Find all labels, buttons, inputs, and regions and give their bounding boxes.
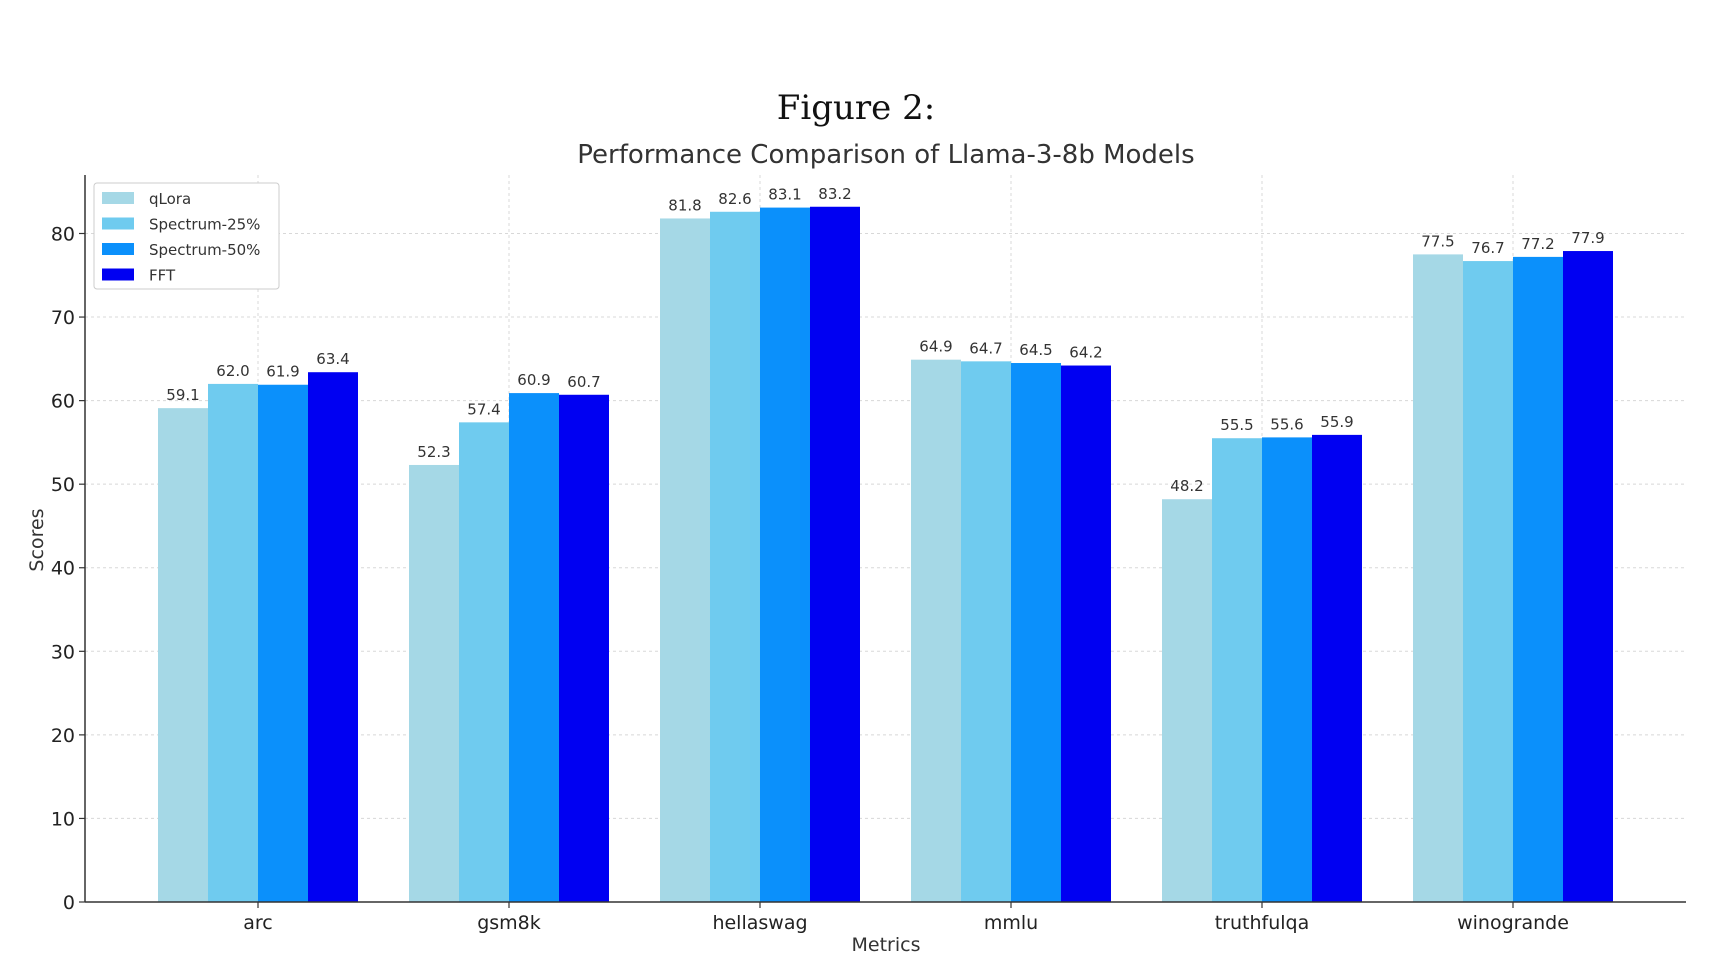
bar-hellaswag-FFT [810, 206, 860, 902]
y-tick-label: 40 [51, 558, 75, 580]
value-label: 64.2 [1069, 344, 1102, 362]
value-label: 63.4 [316, 350, 349, 368]
bar-gsm8k-FFT [559, 394, 609, 902]
value-label: 52.3 [417, 443, 450, 461]
y-tick-label: 20 [51, 725, 75, 747]
bar-mmlu-Spectrum-50% [1011, 363, 1061, 903]
bar-mmlu-qLora [911, 359, 961, 903]
y-axis-label: Scores [26, 508, 48, 571]
value-label: 55.6 [1270, 415, 1303, 433]
legend-swatch-FFT [102, 268, 134, 281]
x-tick-label-mmlu: mmlu [984, 912, 1038, 934]
value-label: 83.1 [768, 186, 801, 204]
y-tick-label: 30 [51, 641, 75, 663]
value-label: 77.9 [1571, 229, 1604, 247]
legend-swatch-Spectrum-25% [102, 217, 134, 230]
bar-mmlu-FFT [1061, 365, 1111, 902]
value-label: 55.5 [1220, 416, 1253, 434]
x-tick-label-hellaswag: hellaswag [712, 912, 807, 934]
x-tick-label-truthfulqa: truthfulqa [1215, 912, 1310, 934]
value-label: 82.6 [718, 190, 751, 208]
bar-winogrande-FFT [1563, 251, 1613, 902]
bar-truthfulqa-Spectrum-50% [1262, 437, 1312, 902]
x-tick-label-winogrande: winogrande [1457, 912, 1569, 934]
y-tick-label: 0 [63, 892, 75, 914]
legend-label-FFT: FFT [149, 267, 176, 285]
legend-box [93, 182, 280, 290]
value-label: 64.5 [1019, 341, 1052, 359]
bar-winogrande-Spectrum-50% [1513, 256, 1563, 902]
bar-winogrande-qLora [1413, 254, 1463, 902]
y-tick-label: 60 [51, 391, 75, 413]
value-label: 77.5 [1421, 232, 1454, 250]
bar-truthfulqa-qLora [1162, 499, 1212, 902]
value-label: 76.7 [1471, 239, 1504, 257]
legend-swatch-qLora [102, 192, 134, 204]
y-axis-ticks: 0 10 20 30 40 50 60 70 80 [51, 223, 85, 914]
x-axis-label: Metrics [852, 934, 921, 956]
value-label: 55.9 [1320, 413, 1353, 431]
x-axis-ticks: arc gsm8k hellaswag mmlu truthfulqa winogrand… [243, 902, 1569, 934]
figure-caption: Figure 2: [776, 88, 936, 128]
x-tick-label-gsm8k: gsm8k [477, 912, 541, 934]
bars [158, 206, 1613, 903]
bar-gsm8k-qLora [409, 464, 459, 902]
y-tick-label: 10 [51, 808, 75, 830]
value-label: 60.7 [567, 373, 600, 391]
y-tick-label: 80 [51, 223, 75, 245]
value-label: 81.8 [668, 196, 701, 214]
value-label: 48.2 [1170, 477, 1203, 495]
value-label: 64.9 [919, 338, 952, 356]
value-label: 64.7 [969, 339, 1002, 357]
bar-winogrande-Spectrum-25% [1463, 261, 1513, 902]
bar-truthfulqa-Spectrum-25% [1212, 438, 1262, 902]
legend-label-Spectrum-25%: Spectrum-25% [149, 216, 260, 234]
value-label: 61.9 [266, 363, 299, 381]
value-label: 62.0 [216, 362, 249, 380]
y-tick-label: 70 [51, 307, 75, 329]
bar-arc-qLora [158, 408, 208, 902]
bar-hellaswag-qLora [660, 218, 710, 902]
value-label: 60.9 [517, 371, 550, 389]
legend-label-qLora: qLora [149, 190, 191, 208]
value-label: 59.1 [166, 386, 199, 404]
value-label: 77.2 [1521, 235, 1554, 253]
legend-label-Spectrum-50%: Spectrum-50% [149, 241, 260, 259]
value-labels: 59.1 62.0 61.9 63.4 52.3 57.4 60.9 60.7 81.8 82.6… [166, 185, 1604, 495]
bar-hellaswag-Spectrum-50% [760, 207, 810, 902]
bar-gsm8k-Spectrum-25% [459, 422, 509, 902]
bar-arc-FFT [308, 372, 358, 902]
bar-gsm8k-Spectrum-50% [509, 393, 559, 902]
bar-arc-Spectrum-25% [208, 383, 258, 902]
legend-swatch-Spectrum-50% [102, 243, 134, 255]
value-label: 57.4 [467, 400, 500, 418]
y-tick-label: 50 [51, 474, 75, 496]
value-label: 83.2 [818, 185, 851, 203]
x-tick-label-arc: arc [243, 912, 272, 934]
bar-hellaswag-Spectrum-25% [710, 211, 760, 902]
chart-title: Performance Comparison of Llama-3-8b Mod… [577, 140, 1194, 170]
legend: qLora Spectrum-25% Spectrum-50% FFT [93, 182, 280, 290]
bar-arc-Spectrum-50% [258, 384, 308, 903]
bar-truthfulqa-FFT [1312, 434, 1362, 902]
bar-mmlu-Spectrum-25% [961, 361, 1011, 903]
